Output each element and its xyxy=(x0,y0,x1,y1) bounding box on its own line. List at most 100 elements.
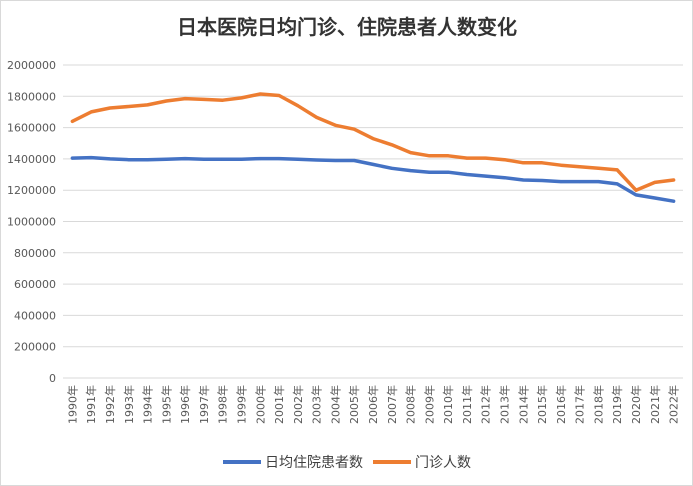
data-point xyxy=(70,156,74,160)
data-point xyxy=(164,99,168,103)
data-point xyxy=(89,156,93,160)
x-tick-label: 2020年 xyxy=(629,385,643,424)
x-tick-label: 2008年 xyxy=(404,385,418,424)
data-point xyxy=(108,157,112,161)
data-point xyxy=(672,199,676,203)
data-point xyxy=(484,156,488,160)
data-point xyxy=(503,176,507,180)
chart-title: 日本医院日均门诊、住院患者人数变化 xyxy=(177,15,517,39)
data-point xyxy=(221,98,225,102)
legend-label-1: 门诊人数 xyxy=(415,455,471,471)
data-point xyxy=(540,161,544,165)
x-tick-label: 1992年 xyxy=(103,385,117,424)
data-point xyxy=(521,161,525,165)
x-tick-label: 1995年 xyxy=(159,385,173,424)
data-point xyxy=(333,123,337,127)
x-tick-label: 1990年 xyxy=(65,385,79,424)
data-point xyxy=(634,193,638,197)
y-tick-label: 1000000 xyxy=(7,216,56,229)
x-tick-label: 2003年 xyxy=(310,385,324,424)
x-tick-label: 2011年 xyxy=(460,385,474,424)
data-point xyxy=(559,163,563,167)
data-point xyxy=(183,157,187,161)
data-point xyxy=(465,173,469,177)
x-tick-label: 2001年 xyxy=(272,385,286,424)
data-point xyxy=(446,154,450,158)
data-point xyxy=(296,157,300,161)
x-tick-label: 2019年 xyxy=(610,385,624,424)
data-point xyxy=(202,157,206,161)
y-tick-label: 1600000 xyxy=(7,122,56,135)
y-tick-label: 1400000 xyxy=(7,153,56,166)
data-point xyxy=(352,127,356,131)
x-tick-label: 2010年 xyxy=(441,385,455,424)
data-point xyxy=(333,158,337,162)
data-point xyxy=(70,119,74,123)
y-tick-label: 800000 xyxy=(14,247,56,260)
data-point xyxy=(127,104,131,108)
x-tick-label: 2016年 xyxy=(554,385,568,424)
legend-label-0: 日均住院患者数 xyxy=(265,455,363,471)
x-tick-label: 1996年 xyxy=(178,385,192,424)
x-tick-label: 1991年 xyxy=(84,385,98,424)
series-line-1 xyxy=(70,92,676,192)
data-point xyxy=(559,180,563,184)
data-point xyxy=(465,156,469,160)
data-point xyxy=(258,157,262,161)
x-tick-label: 1994年 xyxy=(141,385,155,424)
y-tick-label: 600000 xyxy=(14,278,56,291)
data-point xyxy=(653,180,657,184)
data-point xyxy=(596,166,600,170)
data-point xyxy=(221,157,225,161)
x-tick-label: 2022年 xyxy=(667,385,681,424)
x-tick-label: 2018年 xyxy=(591,385,605,424)
data-point xyxy=(277,157,281,161)
data-point xyxy=(315,158,319,162)
data-point xyxy=(277,94,281,98)
data-point xyxy=(239,96,243,100)
y-tick-label: 2000000 xyxy=(7,59,56,72)
data-point xyxy=(540,178,544,182)
x-tick-label: 2007年 xyxy=(385,385,399,424)
data-point xyxy=(427,170,431,174)
data-point xyxy=(371,162,375,166)
data-point xyxy=(521,178,525,182)
x-tick-label: 1999年 xyxy=(234,385,248,424)
data-point xyxy=(615,182,619,186)
data-point xyxy=(296,104,300,108)
data-point xyxy=(409,169,413,173)
data-point xyxy=(202,97,206,101)
data-point xyxy=(409,151,413,155)
x-tick-label: 2004年 xyxy=(328,385,342,424)
data-point xyxy=(164,157,168,161)
x-tick-label: 1997年 xyxy=(197,385,211,424)
y-tick-label: 1800000 xyxy=(7,90,56,103)
y-tick-label: 200000 xyxy=(14,341,56,354)
data-point xyxy=(503,158,507,162)
x-tick-label: 2006年 xyxy=(366,385,380,424)
data-point xyxy=(239,157,243,161)
data-point xyxy=(484,174,488,178)
y-tick-label: 0 xyxy=(49,372,56,385)
data-point xyxy=(596,180,600,184)
x-tick-label: 2002年 xyxy=(291,385,305,424)
data-point xyxy=(108,106,112,110)
data-point xyxy=(146,103,150,107)
data-point xyxy=(427,154,431,158)
x-tick-label: 2014年 xyxy=(516,385,530,424)
x-tick-label: 2017年 xyxy=(573,385,587,424)
data-point xyxy=(390,143,394,147)
data-point xyxy=(615,168,619,172)
data-point xyxy=(446,170,450,174)
x-tick-label: 2009年 xyxy=(422,385,436,424)
data-point xyxy=(672,178,676,182)
x-tick-label: 1998年 xyxy=(216,385,230,424)
data-point xyxy=(352,158,356,162)
data-point xyxy=(653,196,657,200)
data-point xyxy=(578,180,582,184)
data-point xyxy=(146,158,150,162)
x-tick-label: 2005年 xyxy=(347,385,361,424)
x-tick-label: 2000年 xyxy=(253,385,267,424)
